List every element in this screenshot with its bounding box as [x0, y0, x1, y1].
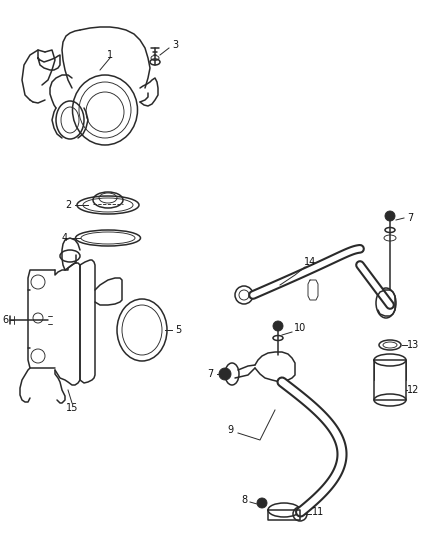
Circle shape	[219, 368, 231, 380]
Text: 6: 6	[2, 315, 8, 325]
Text: 3: 3	[172, 40, 178, 50]
Text: 11: 11	[312, 507, 324, 517]
Text: 7: 7	[207, 369, 213, 379]
Circle shape	[273, 321, 283, 331]
Text: 12: 12	[407, 385, 419, 395]
Text: 1: 1	[107, 50, 113, 60]
Circle shape	[257, 498, 267, 508]
Text: 9: 9	[227, 425, 233, 435]
Text: 5: 5	[175, 325, 181, 335]
Text: 14: 14	[304, 257, 316, 267]
Text: 15: 15	[66, 403, 78, 413]
Text: 13: 13	[407, 340, 419, 350]
Text: 10: 10	[294, 323, 306, 333]
Circle shape	[385, 211, 395, 221]
Text: 4: 4	[62, 233, 68, 243]
Text: 8: 8	[241, 495, 247, 505]
Text: 2: 2	[65, 200, 71, 210]
Text: 7: 7	[407, 213, 413, 223]
